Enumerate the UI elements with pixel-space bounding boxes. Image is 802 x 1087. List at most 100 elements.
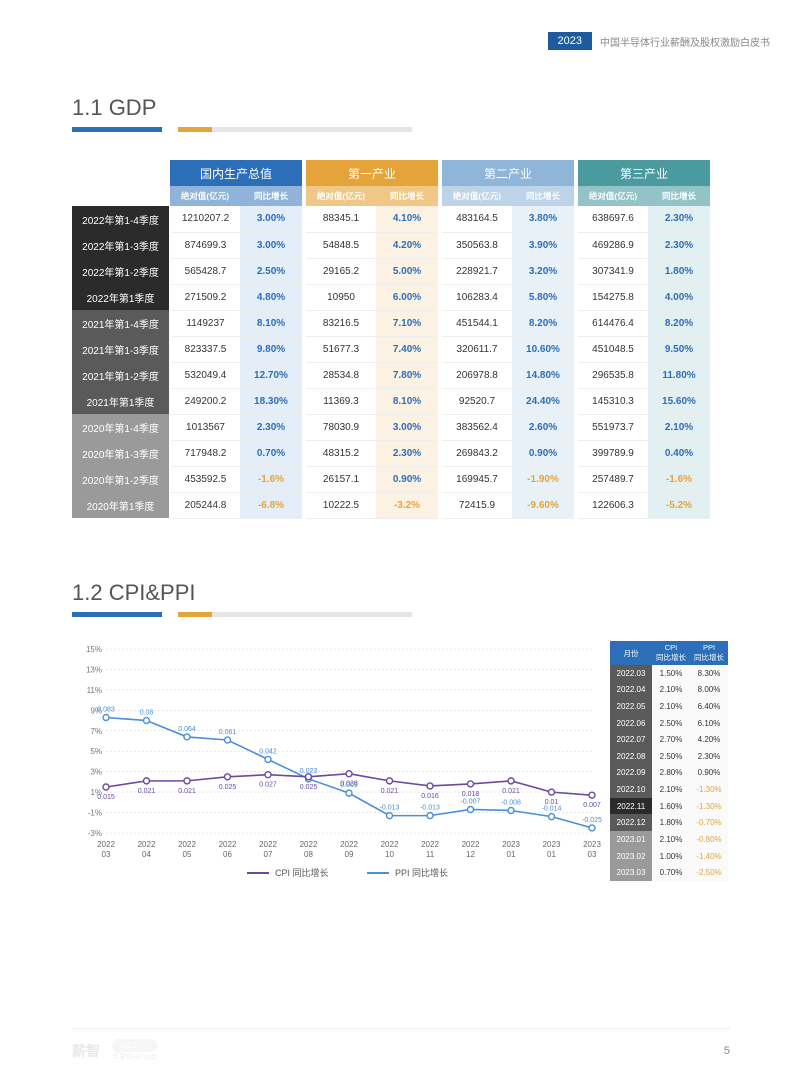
gdp-growth-value: 15.60% bbox=[648, 388, 710, 414]
gdp-row-label: 2020年第1季度 bbox=[72, 492, 170, 518]
gdp-growth-value: 0.90% bbox=[512, 440, 574, 466]
gdp-abs-value: 28534.8 bbox=[306, 362, 376, 388]
gdp-abs-value: 206978.8 bbox=[442, 362, 512, 388]
gdp-growth-value: 3.80% bbox=[512, 206, 574, 232]
svg-text:01: 01 bbox=[547, 850, 556, 859]
gdp-growth-value: 2.60% bbox=[512, 414, 574, 440]
gdp-growth-value: 2.50% bbox=[240, 258, 302, 284]
cpi-month-cell: 2022.06 bbox=[610, 715, 652, 732]
cpi-value-cell: 1.50% bbox=[652, 665, 690, 682]
cpi-value-cell: 2.10% bbox=[652, 781, 690, 798]
gdp-growth-value: 14.80% bbox=[512, 362, 574, 388]
section-2-title: 1.2 CPI&PPI bbox=[72, 580, 752, 606]
svg-text:11%: 11% bbox=[87, 686, 102, 695]
ppi-value-cell: -1.40% bbox=[690, 848, 728, 865]
ppi-value-cell: -2.50% bbox=[690, 864, 728, 881]
gdp-growth-value: 8.10% bbox=[240, 310, 302, 336]
ppi-value-cell: 4.20% bbox=[690, 731, 728, 748]
svg-text:08: 08 bbox=[304, 850, 313, 859]
cpi-month-cell: 2022.12 bbox=[610, 814, 652, 831]
ppi-value-cell: 2.30% bbox=[690, 748, 728, 765]
svg-text:2022: 2022 bbox=[300, 840, 318, 849]
section-underline bbox=[72, 127, 412, 132]
gdp-abs-value: 54848.5 bbox=[306, 232, 376, 258]
gdp-growth-value: -5.2% bbox=[648, 492, 710, 518]
ppi-value-cell: -1.30% bbox=[690, 781, 728, 798]
gdp-growth-value: 3.00% bbox=[240, 206, 302, 232]
gdp-row-label: 2021年第1-3季度 bbox=[72, 336, 170, 362]
gdp-abs-value: 145310.3 bbox=[578, 388, 648, 414]
gdp-growth-value: 3.00% bbox=[240, 232, 302, 258]
cpi-month-cell: 2023.03 bbox=[610, 864, 652, 881]
gdp-sub-header: 绝对值(亿元) bbox=[306, 186, 376, 206]
svg-text:0.083: 0.083 bbox=[97, 706, 115, 713]
gdp-growth-value: 8.10% bbox=[376, 388, 438, 414]
gdp-row-label: 2022年第1-2季度 bbox=[72, 258, 170, 284]
gdp-growth-value: 9.80% bbox=[240, 336, 302, 362]
ppi-value-cell: -0.80% bbox=[690, 831, 728, 848]
gdp-growth-value: 8.20% bbox=[512, 310, 574, 336]
gdp-growth-value: 18.30% bbox=[240, 388, 302, 414]
gdp-abs-value: 269843.2 bbox=[442, 440, 512, 466]
cpi-value-cell: 2.10% bbox=[652, 831, 690, 848]
gdp-row-label: 2021年第1-4季度 bbox=[72, 310, 170, 336]
svg-text:2022: 2022 bbox=[340, 840, 358, 849]
gdp-sub-header: 绝对值(亿元) bbox=[170, 186, 240, 206]
svg-text:-1%: -1% bbox=[88, 809, 102, 818]
svg-text:7%: 7% bbox=[90, 727, 102, 736]
gdp-abs-value: 169945.7 bbox=[442, 466, 512, 492]
gdp-abs-value: 78030.9 bbox=[306, 414, 376, 440]
svg-text:0.007: 0.007 bbox=[583, 802, 601, 809]
gdp-abs-value: 453592.5 bbox=[170, 466, 240, 492]
gdp-abs-value: 399789.9 bbox=[578, 440, 648, 466]
cpi-month-cell: 2022.05 bbox=[610, 698, 652, 715]
cpi-month-cell: 2022.08 bbox=[610, 748, 652, 765]
gdp-abs-value: 72415.9 bbox=[442, 492, 512, 518]
gdp-sub-header: 同比增长 bbox=[240, 186, 302, 206]
cpi-month-cell: 2022.11 bbox=[610, 798, 652, 815]
logo-xinzhi: 薪智 bbox=[72, 1041, 100, 1061]
svg-text:2022: 2022 bbox=[178, 840, 196, 849]
gdp-growth-value: 3.00% bbox=[376, 414, 438, 440]
gdp-abs-value: 92520.7 bbox=[442, 388, 512, 414]
svg-text:0.028: 0.028 bbox=[340, 781, 358, 788]
gdp-growth-value: 12.70% bbox=[240, 362, 302, 388]
gdp-growth-value: 24.40% bbox=[512, 388, 574, 414]
gdp-growth-value: -6.8% bbox=[240, 492, 302, 518]
gdp-growth-value: 0.40% bbox=[648, 440, 710, 466]
gdp-abs-value: 11369.3 bbox=[306, 388, 376, 414]
gdp-growth-value: 4.80% bbox=[240, 284, 302, 310]
svg-text:0.025: 0.025 bbox=[300, 784, 318, 791]
gdp-abs-value: 205244.8 bbox=[170, 492, 240, 518]
gdp-growth-value: 0.70% bbox=[240, 440, 302, 466]
cpi-table-header: CPI同比增长 bbox=[652, 641, 690, 665]
cpi-month-cell: 2022.04 bbox=[610, 682, 652, 699]
svg-text:0.025: 0.025 bbox=[219, 784, 237, 791]
svg-text:07: 07 bbox=[264, 850, 273, 859]
ppi-value-cell: 6.10% bbox=[690, 715, 728, 732]
svg-text:3%: 3% bbox=[90, 768, 102, 777]
gdp-abs-value: 26157.1 bbox=[306, 466, 376, 492]
gdp-abs-value: 154275.8 bbox=[578, 284, 648, 310]
gdp-growth-value: 3.20% bbox=[512, 258, 574, 284]
gdp-growth-value: 1.80% bbox=[648, 258, 710, 284]
svg-text:0.021: 0.021 bbox=[502, 788, 520, 795]
gdp-group-header: 第三产业 bbox=[578, 160, 710, 186]
svg-text:2022: 2022 bbox=[421, 840, 439, 849]
cpi-value-cell: 2.10% bbox=[652, 682, 690, 699]
gdp-abs-value: 451048.5 bbox=[578, 336, 648, 362]
page-number: 5 bbox=[724, 1045, 730, 1057]
gdp-growth-value: 5.00% bbox=[376, 258, 438, 284]
gdp-growth-value: 6.00% bbox=[376, 284, 438, 310]
gdp-abs-value: 451544.1 bbox=[442, 310, 512, 336]
svg-text:03: 03 bbox=[588, 850, 597, 859]
svg-text:11: 11 bbox=[426, 850, 435, 859]
gdp-abs-value: 350563.8 bbox=[442, 232, 512, 258]
cpi-month-cell: 2023.02 bbox=[610, 848, 652, 865]
svg-text:09: 09 bbox=[345, 850, 354, 859]
gdp-abs-value: 320611.7 bbox=[442, 336, 512, 362]
svg-text:06: 06 bbox=[223, 850, 232, 859]
svg-text:2022: 2022 bbox=[259, 840, 277, 849]
cpi-month-cell: 2023.01 bbox=[610, 831, 652, 848]
year-badge: 2023 bbox=[548, 32, 592, 50]
